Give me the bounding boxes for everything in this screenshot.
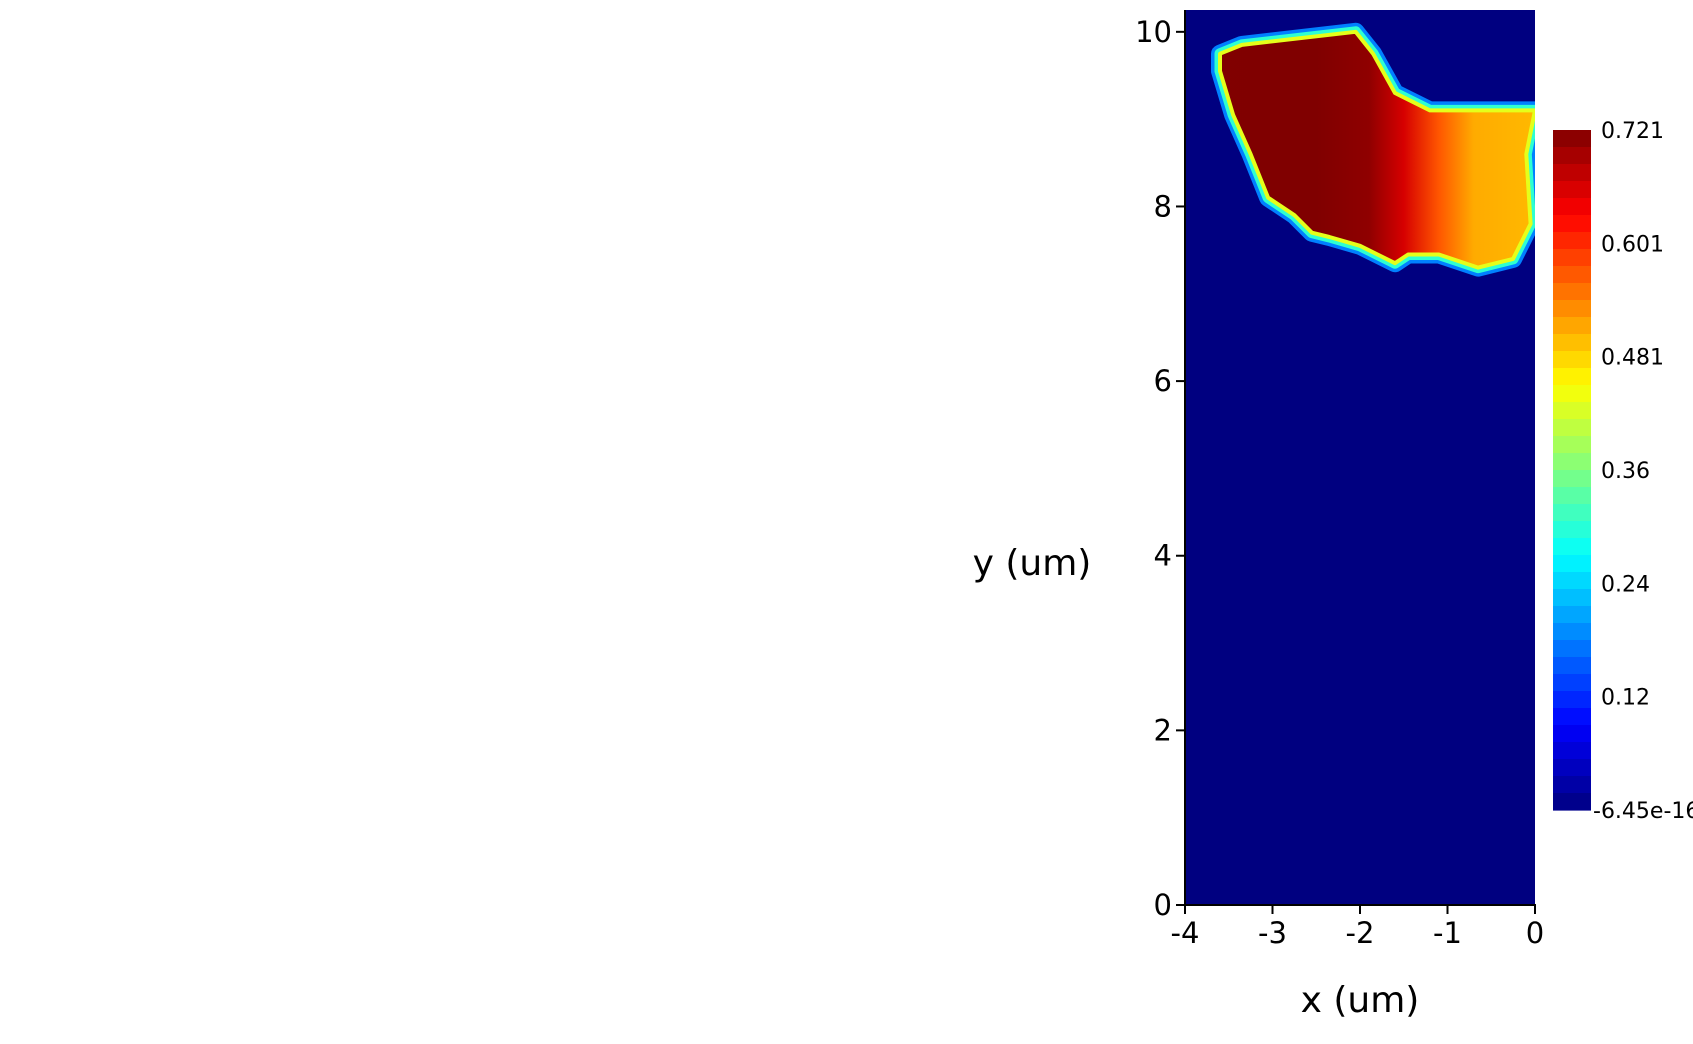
- colorbar-band: [1553, 521, 1591, 539]
- x-tick-label: 0: [1526, 916, 1544, 950]
- colorbar-label: 0.601: [1601, 232, 1664, 257]
- colorbar-band: [1553, 657, 1591, 675]
- colorbar-band: [1553, 368, 1591, 386]
- colorbar-band: [1553, 504, 1591, 522]
- y-tick-label: 8: [1154, 189, 1172, 223]
- colorbar-band: [1553, 572, 1591, 590]
- colorbar-band: [1553, 317, 1591, 335]
- colorbar-band: [1553, 164, 1591, 182]
- x-tick-label: -2: [1346, 916, 1375, 950]
- colorbar-label: 0.24: [1601, 572, 1650, 597]
- colorbar-band: [1553, 674, 1591, 692]
- colorbar-band: [1553, 436, 1591, 454]
- colorbar-band: [1553, 453, 1591, 471]
- y-tick-label: 2: [1154, 713, 1172, 747]
- y-tick-label: 0: [1154, 888, 1172, 922]
- colorbar-band: [1553, 181, 1591, 199]
- x-tick-label: -1: [1433, 916, 1462, 950]
- colorbar-band: [1553, 300, 1591, 318]
- colorbar-band: [1553, 249, 1591, 267]
- colorbar-band: [1553, 487, 1591, 505]
- x-axis-title: x (um): [1301, 980, 1420, 1021]
- y-axis-title: y (um): [973, 543, 1092, 584]
- colorbar-band: [1553, 793, 1591, 811]
- colorbar-band: [1553, 538, 1591, 556]
- y-tick-label: 10: [1135, 15, 1172, 49]
- colorbar-band: [1553, 351, 1591, 369]
- y-tick-label: 4: [1154, 539, 1172, 573]
- heatmap-region: [1218, 29, 1537, 270]
- colorbar-band: [1553, 776, 1591, 794]
- y-tick-label: 6: [1154, 364, 1172, 398]
- colorbar-band: [1553, 130, 1591, 148]
- colorbar-label: 0.36: [1601, 459, 1650, 484]
- colorbar-band: [1553, 266, 1591, 284]
- colorbar-band: [1553, 640, 1591, 658]
- plot-mask-left: [0, 0, 1185, 1044]
- colorbar-band: [1553, 419, 1591, 437]
- colorbar-band: [1553, 283, 1591, 301]
- colorbar-band: [1553, 623, 1591, 641]
- colorbar-band: [1553, 232, 1591, 250]
- colorbar-band: [1553, 606, 1591, 624]
- colorbar-band: [1553, 691, 1591, 709]
- plot-mask-bottom: [1185, 905, 1559, 1044]
- colorbar-band: [1553, 215, 1591, 233]
- colorbar-band: [1553, 589, 1591, 607]
- colorbar-band: [1553, 470, 1591, 488]
- colorbar: 0.721 0.601 0.481 0.36 0.24 0.12 -6.45e-16: [1553, 119, 1693, 824]
- colorbar-band: [1553, 708, 1591, 726]
- colorbar-band: [1553, 402, 1591, 420]
- colorbar-band: [1553, 334, 1591, 352]
- colorbar-band: [1553, 759, 1591, 777]
- colorbar-label: 0.12: [1601, 686, 1650, 711]
- x-tick-label: -4: [1171, 916, 1200, 950]
- colorbar-band: [1553, 385, 1591, 403]
- colorbar-band: [1553, 147, 1591, 165]
- colorbar-band: [1553, 198, 1591, 216]
- colorbar-label: 0.481: [1601, 346, 1664, 371]
- colorbar-band: [1553, 742, 1591, 760]
- x-tick-label: -3: [1258, 916, 1287, 950]
- plot-mask-top: [0, 0, 1693, 10]
- colorbar-label: -6.45e-16: [1593, 799, 1693, 824]
- colorbar-band: [1553, 725, 1591, 743]
- colorbar-label: 0.721: [1601, 119, 1664, 144]
- colorbar-band: [1553, 555, 1591, 573]
